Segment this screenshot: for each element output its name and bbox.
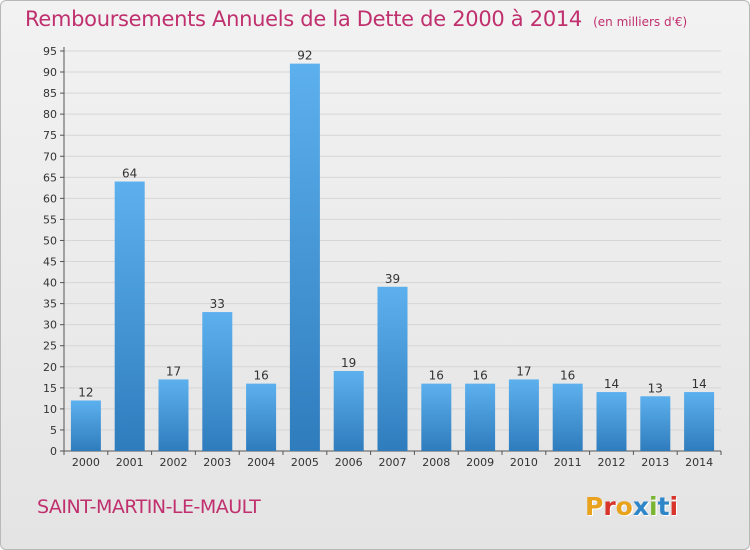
bar [508, 379, 539, 451]
commune-name: SAINT-MARTIN-LE-MAULT [37, 496, 261, 518]
y-tick-label: 65 [43, 171, 57, 184]
bar [684, 392, 715, 451]
x-tick-label: 2014 [685, 456, 713, 469]
y-tick-label: 15 [43, 382, 57, 395]
data-label: 16 [429, 369, 444, 383]
y-tick-label: 5 [50, 424, 57, 437]
data-label: 64 [122, 167, 137, 181]
logo-letter: i [669, 492, 679, 521]
y-tick-label: 95 [43, 45, 57, 58]
data-label: 16 [253, 369, 268, 383]
x-tick-label: 2007 [379, 456, 407, 469]
bar [377, 286, 408, 451]
data-label: 17 [166, 364, 181, 378]
data-label: 17 [516, 364, 531, 378]
x-tick-label: 2012 [598, 456, 626, 469]
data-label: 39 [385, 272, 400, 286]
y-tick-label: 80 [43, 108, 57, 121]
y-tick-label: 40 [43, 277, 57, 290]
data-label: 13 [648, 381, 663, 395]
bar [640, 396, 671, 451]
logo-letter: x [632, 492, 649, 521]
x-tick-label: 2002 [160, 456, 188, 469]
bar [114, 181, 145, 452]
chart-title-row: Remboursements Annuels de la Dette de 20… [25, 7, 687, 31]
bar [596, 392, 627, 451]
x-tick-label: 2003 [203, 456, 231, 469]
y-tick-label: 45 [43, 256, 57, 269]
x-tick-label: 2006 [335, 456, 363, 469]
x-tick-label: 2013 [641, 456, 669, 469]
bar [333, 371, 364, 451]
logo-letter: o [615, 492, 633, 521]
x-tick-label: 2009 [466, 456, 494, 469]
labels: 0 5 10 15 20 25 30 35 40 45 50 55 60 65 70 75 80 85 90 95 20… [43, 45, 713, 469]
y-tick-label: 70 [43, 150, 57, 163]
proxiti-logo: Proxiti [585, 492, 678, 521]
bar [246, 383, 277, 451]
bar [552, 383, 583, 451]
chart-title: Remboursements Annuels de la Dette de 20… [25, 7, 582, 31]
logo-letter: r [603, 492, 616, 521]
x-tick-label: 2005 [291, 456, 319, 469]
x-tick-label: 2011 [554, 456, 582, 469]
logo-letter: i [649, 492, 658, 521]
data-label: 12 [78, 385, 93, 399]
y-tick-label: 35 [43, 298, 57, 311]
bar [421, 383, 452, 451]
x-tick-label: 2008 [422, 456, 450, 469]
y-tick-label: 50 [43, 234, 57, 247]
y-tick-label: 60 [43, 192, 57, 205]
y-tick-label: 30 [43, 319, 57, 332]
data-label: 16 [560, 369, 575, 383]
bar [158, 379, 189, 451]
bar [70, 400, 101, 451]
y-tick-label: 10 [43, 403, 57, 416]
y-tick-label: 20 [43, 361, 57, 374]
bar [289, 63, 320, 451]
x-tick-label: 2000 [72, 456, 100, 469]
data-label: 92 [297, 49, 312, 63]
x-tick-label: 2004 [247, 456, 275, 469]
x-tick-label: 2010 [510, 456, 538, 469]
y-tick-label: 85 [43, 87, 57, 100]
data-label: 19 [341, 356, 356, 370]
data-label: 14 [691, 377, 706, 391]
data-label: 33 [210, 297, 225, 311]
logo-letter: P [585, 492, 604, 521]
bar [202, 312, 233, 451]
y-tick-label: 0 [50, 445, 57, 458]
y-tick-label: 90 [43, 66, 57, 79]
y-tick-label: 55 [43, 213, 57, 226]
bar [465, 383, 496, 451]
y-tick-label: 75 [43, 129, 57, 142]
bars [70, 63, 715, 452]
logo-letter: t [657, 492, 670, 521]
data-label: 14 [604, 377, 619, 391]
chart-unit: (en milliers d'€) [593, 15, 688, 29]
x-tick-label: 2001 [116, 456, 144, 469]
data-label: 16 [472, 369, 487, 383]
y-tick-label: 25 [43, 340, 57, 353]
